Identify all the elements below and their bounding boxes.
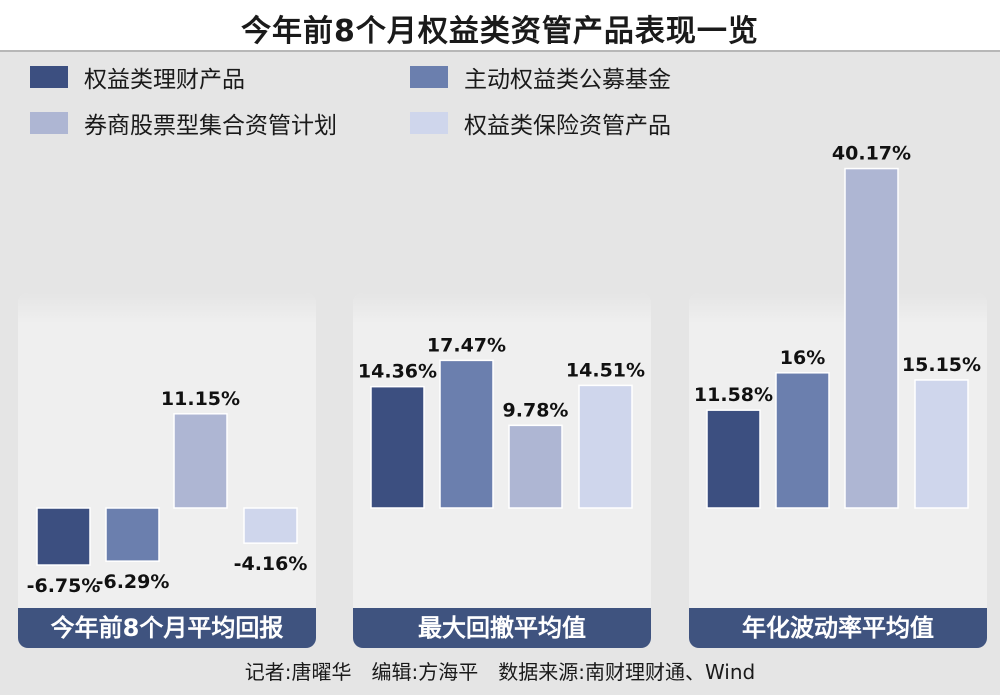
bar-return-fund (105, 507, 160, 562)
bar-return-wealth (36, 507, 91, 566)
data-label-return-insurance: -4.16% (234, 553, 308, 575)
legend-swatch-broker (30, 112, 68, 134)
legend-item-wealth: 权益类理财产品 (30, 62, 245, 93)
legend-label-insurance: 权益类保险资管产品 (464, 113, 671, 139)
data-label-volatility-broker: 40.17% (832, 143, 911, 165)
legend-item-fund: 主动权益类公募基金 (410, 62, 671, 93)
legend-swatch-fund (410, 66, 448, 88)
data-label-volatility-fund: 16% (780, 347, 825, 369)
footer-credits: 记者:唐曜华 编辑:方海平 数据来源:南财理财通、Wind (244, 660, 756, 684)
data-label-volatility-wealth: 11.58% (694, 384, 773, 406)
legend-swatch-insurance (410, 112, 448, 134)
panel-drawdown-glow (353, 293, 651, 323)
panel-volatility-label: 年化波动率平均值 (689, 608, 987, 648)
data-label-drawdown-insurance: 14.51% (566, 359, 645, 381)
data-label-volatility-insurance: 15.15% (902, 354, 981, 376)
bar-return-broker (173, 413, 228, 509)
legend-label-broker: 券商股票型集合资管计划 (84, 113, 337, 139)
panel-return: 今年前8个月平均回报 (18, 293, 316, 648)
bar-volatility-insurance (914, 379, 969, 509)
panel-return-glow (18, 293, 316, 323)
data-label-return-fund: -6.29% (96, 571, 170, 593)
bar-volatility-fund (775, 372, 830, 509)
bar-drawdown-broker (508, 424, 563, 509)
data-label-drawdown-wealth: 14.36% (358, 361, 437, 383)
data-label-drawdown-broker: 9.78% (503, 399, 569, 421)
legend-label-fund: 主动权益类公募基金 (464, 67, 671, 93)
panel-return-label: 今年前8个月平均回报 (18, 608, 316, 648)
chart-title: 今年前8个月权益类资管产品表现一览 (241, 14, 759, 49)
bar-drawdown-insurance (578, 384, 633, 509)
data-label-return-wealth: -6.75% (27, 575, 101, 597)
bar-return-insurance (243, 507, 298, 544)
data-label-return-broker: 11.15% (161, 388, 240, 410)
panel-drawdown-label: 最大回撤平均值 (353, 608, 651, 648)
legend-item-insurance: 权益类保险资管产品 (410, 108, 671, 139)
title-bar: 今年前8个月权益类资管产品表现一览 (0, 0, 1000, 52)
legend-label-wealth: 权益类理财产品 (84, 67, 245, 93)
legend: 权益类理财产品 主动权益类公募基金 券商股票型集合资管计划 权益类保险资管产品 (0, 52, 1000, 142)
bar-volatility-broker (844, 167, 899, 509)
bar-drawdown-wealth (370, 385, 425, 509)
data-label-drawdown-fund: 17.47% (427, 334, 506, 356)
bar-volatility-wealth (706, 409, 761, 509)
legend-item-broker: 券商股票型集合资管计划 (30, 108, 337, 139)
bar-drawdown-fund (439, 359, 494, 509)
panel-volatility-glow (689, 293, 987, 323)
legend-swatch-wealth (30, 66, 68, 88)
